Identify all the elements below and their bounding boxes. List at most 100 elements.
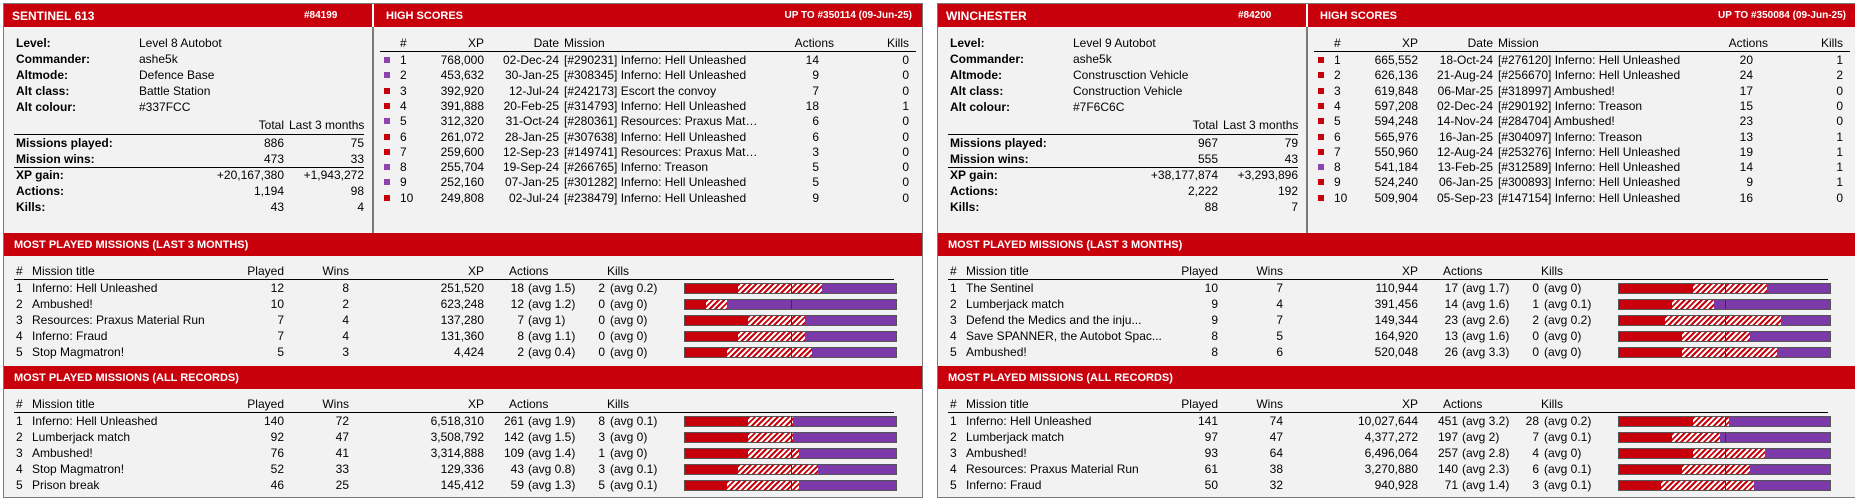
mission-row[interactable]: 1 Inferno: Hell Unleashed 12 8 251,520 18 (avg… <box>4 280 922 296</box>
mp-xp: 251,520 <box>440 281 484 295</box>
hs-mission: [#242173] Escort the convoy <box>564 83 717 98</box>
mp-title: The Sentinel <box>966 281 1034 295</box>
mixed-segment <box>727 481 799 490</box>
mp-actions: 18 <box>510 281 524 295</box>
player-name: SENTINEL 613 <box>12 9 95 23</box>
high-score-row[interactable]: 5 312,320 31-Oct-24 [#280361] Resources: Pr… <box>4 113 922 128</box>
high-score-row[interactable]: 10 509,904 05-Sep-23 [#147154] Inferno: Hel… <box>938 190 1855 205</box>
mission-row[interactable]: 4 Inferno: Fraud 7 4 131,360 8 (avg 1.1) 0 (avg … <box>4 328 922 344</box>
mission-row[interactable]: 4 Stop Magmatron! 52 33 129,336 43 (avg 0.8) 3 (… <box>4 461 922 477</box>
win-ratio-bar <box>1618 448 1831 459</box>
mp-played: 8 <box>1211 345 1218 359</box>
high-score-row[interactable]: 2 626,136 21-Aug-24 [#256670] Inferno: Hell… <box>938 67 1855 82</box>
win-segment <box>685 284 738 293</box>
win-ratio-bar <box>1618 480 1831 491</box>
mission-row[interactable]: 3 Ambushed! 93 64 6,496,064 257 (avg 2.8) 4 (avg… <box>938 445 1855 461</box>
mp-actions: 2 <box>517 345 524 359</box>
win-ratio-bar <box>1618 283 1831 294</box>
high-score-row[interactable]: 9 524,240 06-Jan-25 [#300893] Inferno: Hell… <box>938 174 1855 189</box>
high-score-row[interactable]: 8 255,704 19-Sep-24 [#266765] Inferno: Trea… <box>4 159 922 174</box>
hs-col-num: # <box>400 36 407 50</box>
mp-rank: 5 <box>16 478 23 492</box>
mission-row[interactable]: 1 Inferno: Hell Unleashed 140 72 6,518,310 26… <box>4 413 922 429</box>
mixed-segment <box>706 300 728 309</box>
hs-rank: 6 <box>1334 129 1341 144</box>
high-score-row[interactable]: 1 768,000 02-Dec-24 [#290231] Inferno: Hell… <box>4 52 922 67</box>
mission-row[interactable]: 5 Ambushed! 8 6 520,048 26 (avg 3.3) 0 (avg 0) <box>938 344 1855 360</box>
mp-col-played: Played <box>1181 264 1218 278</box>
all-missions-header: MOST PLAYED MISSIONS (ALL RECORDS) <box>4 366 922 389</box>
all-missions-header: MOST PLAYED MISSIONS (ALL RECORDS) <box>938 366 1855 389</box>
mission-row[interactable]: 2 Ambushed! 10 2 623,248 12 (avg 1.2) 0 (avg 0) <box>4 296 922 312</box>
high-score-row[interactable]: 1 665,552 18-Oct-24 [#276120] Inferno: Hell… <box>938 52 1855 67</box>
bar-midpoint <box>790 465 792 474</box>
mission-row[interactable]: 5 Inferno: Fraud 50 32 940,928 71 (avg 1.4) 3 (a… <box>938 477 1855 493</box>
mp-col-title: Mission title <box>32 264 95 278</box>
hs-rank: 1 <box>400 53 407 67</box>
mp-col-title: Mission title <box>32 397 95 411</box>
mp-xp: 149,344 <box>1374 313 1418 327</box>
mission-row[interactable]: 2 Lumberjack match 97 47 4,377,272 197 (avg 2)… <box>938 429 1855 445</box>
high-score-row[interactable]: 3 392,920 12-Jul-24 [#242173] Escort the co… <box>4 83 922 98</box>
high-score-row[interactable]: 10 249,808 02-Jul-24 [#238479] Inferno: Hel… <box>4 190 922 205</box>
mission-row[interactable]: 5 Stop Magmatron! 5 3 4,424 2 (avg 0.4) 0 (avg 0… <box>4 344 922 360</box>
mp-rank: 2 <box>16 297 23 311</box>
value-alt_colour: #7F6C6C <box>1073 100 1125 114</box>
mp-played: 8 <box>1211 329 1218 343</box>
mixed-segment <box>1682 465 1750 474</box>
mission-row[interactable]: 3 Defend the Medics and the inju... 9 7 149,… <box>938 312 1855 328</box>
mp-xp: 164,920 <box>1374 329 1418 343</box>
win-ratio-bar <box>684 347 897 358</box>
high-score-row[interactable]: 4 597,208 02-Dec-24 [#290192] Inferno: Trea… <box>938 98 1855 113</box>
stat-total-kills: 88 <box>1204 200 1218 214</box>
mp-kills: 3 <box>598 462 605 476</box>
high-score-row[interactable]: 9 252,160 07-Jan-25 [#301282] Inferno: Hell… <box>4 174 922 189</box>
mp-actions-avg: (avg 2.8) <box>1462 446 1510 460</box>
high-score-row[interactable]: 6 565,976 16-Jan-25 [#304097] Inferno: Trea… <box>938 129 1855 144</box>
mission-row[interactable]: 4 Save SPANNER, the Autobot Spac... 8 5 164,… <box>938 328 1855 344</box>
high-score-row[interactable]: 2 453,632 30-Jan-25 [#308345] Inferno: Hell… <box>4 67 922 82</box>
high-score-row[interactable]: 5 594,248 14-Nov-24 [#284704] Ambushed! 23 0 <box>938 113 1855 128</box>
mission-row[interactable]: 2 Lumberjack match 9 4 391,456 14 (avg 1.6) 1 (a… <box>938 296 1855 312</box>
mission-row[interactable]: 3 Resources: Praxus Material Run 7 4 137,280… <box>4 312 922 328</box>
hs-kills: 0 <box>1836 114 1843 129</box>
high-score-row[interactable]: 6 261,072 28-Jan-25 [#307638] Inferno: Hell… <box>4 129 922 144</box>
mp-kills-avg: (avg 0) <box>1544 281 1582 295</box>
mp-wins: 33 <box>335 462 349 476</box>
loss-segment <box>1749 465 1830 474</box>
mission-row[interactable]: 5 Prison break 46 25 145,412 59 (avg 1.3) 5 (avg… <box>4 477 922 493</box>
hs-actions: 19 <box>1739 144 1753 159</box>
mp-xp: 3,270,880 <box>1364 462 1418 476</box>
high-score-marker <box>1318 148 1324 155</box>
mission-row[interactable]: 1 The Sentinel 10 7 110,944 17 (avg 1.7) 0 (avg … <box>938 280 1855 296</box>
mp-col-wins: Wins <box>322 397 349 411</box>
bar-midpoint <box>790 481 792 490</box>
high-score-row[interactable]: 7 259,600 12-Sep-23 [#149741] Resources: Pr… <box>4 144 922 159</box>
hs-xp: 259,600 <box>440 144 484 159</box>
hs-xp: 255,704 <box>440 160 484 175</box>
win-segment <box>685 433 749 442</box>
mission-row[interactable]: 2 Lumberjack match 92 47 3,508,792 142 (avg 1.… <box>4 429 922 445</box>
mission-row[interactable]: 4 Resources: Praxus Material Run 61 38 3,270… <box>938 461 1855 477</box>
mission-row[interactable]: 1 Inferno: Hell Unleashed 141 74 10,027,644 4… <box>938 413 1855 429</box>
high-score-row[interactable]: 3 619,848 06-Mar-25 [#318997] Ambushed! 17 0 <box>938 83 1855 98</box>
hs-actions: 13 <box>1739 129 1753 144</box>
mp-kills-avg: (avg 0) <box>610 430 648 444</box>
mp-actions-avg: (avg 2) <box>1462 430 1500 444</box>
hs-actions: 9 <box>812 68 819 83</box>
mp-actions: 43 <box>510 462 524 476</box>
mission-row[interactable]: 3 Ambushed! 76 41 3,314,888 109 (avg 1.4) 1 (avg… <box>4 445 922 461</box>
label-alt_colour: Alt colour: <box>16 100 76 114</box>
high-score-row[interactable]: 7 550,960 12-Aug-24 [#253276] Inferno: Hell… <box>938 144 1855 159</box>
high-score-row[interactable]: 4 391,888 20-Feb-25 [#314793] Inferno: Hell… <box>4 98 922 113</box>
mixed-segment <box>748 433 793 442</box>
loss-segment <box>1764 449 1830 458</box>
hs-rank: 2 <box>1334 68 1341 83</box>
mp-col-kills: Kills <box>1541 264 1564 278</box>
high-score-row[interactable]: 8 541,184 13-Feb-25 [#312589] Inferno: Hell… <box>938 159 1855 174</box>
mp-title: Ambushed! <box>966 345 1027 359</box>
hs-actions: 5 <box>812 175 819 190</box>
hs-actions: 18 <box>805 98 819 113</box>
high-score-marker <box>384 118 390 125</box>
high-score-marker <box>1318 179 1324 186</box>
